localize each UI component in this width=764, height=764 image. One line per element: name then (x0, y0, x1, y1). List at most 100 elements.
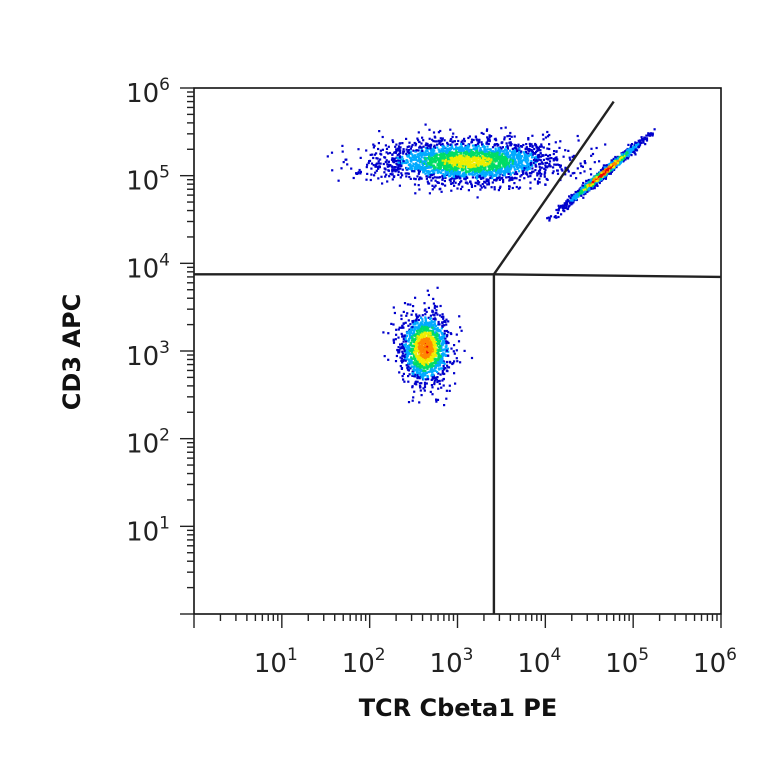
event-dot (436, 143, 439, 146)
event-dot (445, 389, 448, 392)
event-dot (436, 286, 439, 289)
event-dot (429, 341, 432, 344)
event-dot (431, 177, 435, 180)
event-dot (438, 364, 442, 367)
event-dot (453, 169, 456, 172)
event-dot (444, 337, 447, 340)
event-dot (419, 370, 422, 373)
event-dot (425, 163, 428, 166)
event-dot (486, 142, 489, 145)
event-dot (470, 185, 474, 188)
event-dot (409, 330, 412, 333)
event-dot (488, 153, 491, 157)
event-dot (497, 167, 500, 170)
event-dot (515, 177, 518, 180)
event-dot (467, 170, 470, 173)
event-dot (485, 171, 488, 174)
event-dot (593, 161, 596, 164)
event-dot (620, 160, 623, 163)
event-dot (436, 158, 439, 161)
event-dot (408, 141, 411, 144)
event-dot (433, 376, 436, 379)
event-dot (508, 149, 512, 152)
event-dot (529, 144, 532, 148)
event-dot (478, 174, 481, 178)
event-dot (455, 153, 458, 156)
event-dot (555, 216, 558, 219)
event-dot (377, 166, 380, 169)
event-dot (426, 351, 429, 354)
event-dot (331, 169, 334, 172)
event-dot (548, 143, 551, 146)
event-dot (405, 168, 408, 171)
event-dot (412, 340, 415, 343)
event-dot (424, 316, 427, 319)
event-dot (510, 135, 513, 138)
event-dot (462, 147, 465, 150)
event-dot (582, 196, 585, 199)
event-dot (422, 387, 425, 390)
event-dot (476, 151, 479, 154)
event-dot (435, 398, 438, 401)
event-dot (499, 149, 502, 152)
event-dot (445, 147, 448, 150)
event-dot (610, 170, 613, 173)
event-dot (435, 305, 439, 308)
event-dot (414, 375, 417, 378)
event-dot (538, 155, 541, 158)
event-dot (443, 139, 446, 142)
event-dot (455, 171, 458, 174)
event-dot (578, 188, 581, 191)
event-dot (425, 382, 428, 385)
event-dot (511, 186, 514, 190)
event-dot (602, 164, 605, 167)
event-dot (494, 160, 497, 163)
event-dot (446, 354, 450, 357)
event-dot (443, 329, 446, 333)
event-dot (512, 151, 515, 154)
event-dot (478, 167, 481, 170)
event-dot (440, 158, 443, 161)
event-dot (495, 159, 499, 162)
event-dot (395, 143, 398, 146)
event-dot (497, 154, 501, 157)
event-dot (387, 145, 390, 148)
event-dot (546, 130, 549, 134)
event-dot (429, 155, 432, 158)
event-dot (455, 159, 458, 162)
event-dot (489, 148, 492, 151)
event-dot (387, 160, 390, 164)
event-dot (591, 182, 594, 185)
event-dot (393, 175, 396, 178)
event-dot (427, 337, 430, 340)
event-dot (387, 358, 390, 361)
event-dot (418, 178, 421, 181)
event-dot (469, 180, 472, 183)
event-dot (497, 162, 500, 165)
event-dot (583, 170, 586, 173)
event-dot (386, 180, 389, 183)
event-dot (409, 341, 413, 344)
event-dot (438, 142, 441, 145)
event-dot (608, 165, 611, 168)
event-dot (498, 175, 501, 178)
event-dot (534, 144, 537, 147)
event-dot (400, 172, 403, 175)
event-dot (413, 170, 416, 173)
event-dot (366, 163, 369, 166)
event-dot (491, 177, 494, 180)
event-dot (487, 162, 490, 165)
event-dot (599, 177, 602, 180)
event-dot (459, 165, 462, 168)
event-dot (470, 169, 473, 172)
event-dot (425, 144, 428, 147)
event-dot (462, 174, 465, 177)
event-dot (491, 154, 494, 157)
event-dot (415, 359, 419, 362)
event-dot (437, 176, 440, 179)
event-dot (474, 170, 477, 173)
event-dot (514, 145, 517, 148)
event-dot (476, 180, 479, 183)
event-dot (463, 149, 466, 152)
event-dot (409, 159, 412, 162)
